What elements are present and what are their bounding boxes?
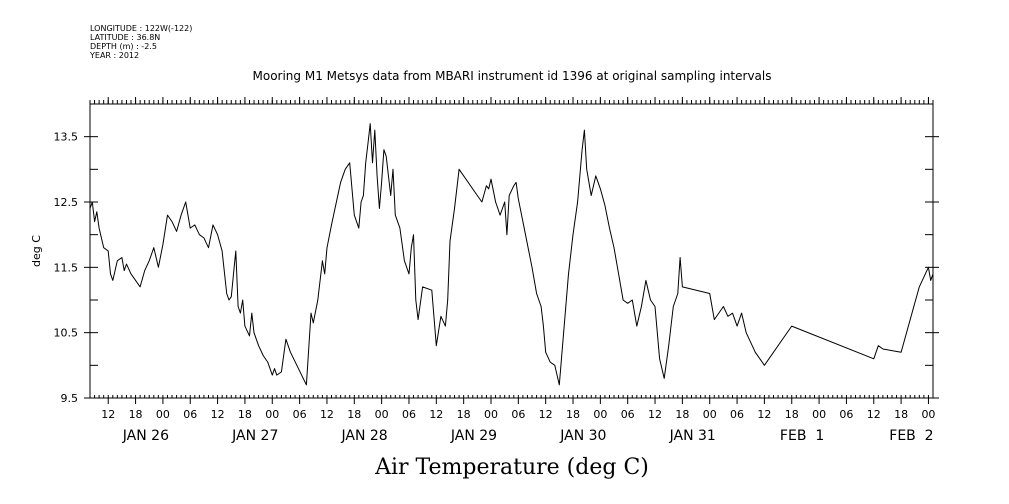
x-tick-label: 12 bbox=[648, 408, 662, 421]
x-day-label: JAN 31 bbox=[669, 428, 716, 444]
x-day-label: FEB 2 bbox=[889, 428, 933, 444]
x-day-label: JAN 28 bbox=[341, 428, 388, 444]
x-tick-label: 12 bbox=[211, 408, 225, 421]
x-tick-label: 18 bbox=[675, 408, 689, 421]
y-tick-label: 9.5 bbox=[61, 392, 79, 405]
x-tick-label: 12 bbox=[429, 408, 443, 421]
x-tick-label: 06 bbox=[511, 408, 525, 421]
x-tick-label: 06 bbox=[730, 408, 744, 421]
x-tick-label: 00 bbox=[375, 408, 389, 421]
y-tick-label: 12.5 bbox=[54, 196, 79, 209]
x-day-label: JAN 29 bbox=[450, 428, 497, 444]
y-tick-label: 11.5 bbox=[54, 261, 79, 274]
x-tick-label: 06 bbox=[621, 408, 635, 421]
x-tick-label: 00 bbox=[593, 408, 607, 421]
x-tick-label: 12 bbox=[539, 408, 553, 421]
x-tick-label: 12 bbox=[101, 408, 115, 421]
x-tick-label: 18 bbox=[785, 408, 799, 421]
series-line bbox=[89, 123, 934, 386]
x-axis-title: Air Temperature (deg C) bbox=[374, 455, 649, 480]
x-tick-label: 12 bbox=[867, 408, 881, 421]
x-tick-label: 18 bbox=[566, 408, 580, 421]
x-tick-label: 18 bbox=[894, 408, 908, 421]
y-tick-label: 10.5 bbox=[54, 327, 79, 340]
x-tick-label: 06 bbox=[402, 408, 416, 421]
x-tick-label: 18 bbox=[347, 408, 361, 421]
header-year: YEAR : 2012 bbox=[89, 51, 139, 60]
x-tick-label: 12 bbox=[320, 408, 334, 421]
y-axis-label: deg C bbox=[30, 235, 43, 267]
x-tick-label: 00 bbox=[156, 408, 170, 421]
header-latitude: LATITUDE : 36.8N bbox=[90, 33, 160, 42]
header-depth: DEPTH (m) : -2.5 bbox=[90, 42, 157, 51]
x-tick-label: 00 bbox=[484, 408, 498, 421]
y-tick-label: 13.5 bbox=[54, 131, 79, 144]
header-longitude: LONGITUDE : 122W(-122) bbox=[90, 24, 192, 33]
x-tick-label: 06 bbox=[293, 408, 307, 421]
series-layer bbox=[89, 123, 934, 386]
x-tick-label: 00 bbox=[812, 408, 826, 421]
x-tick-label: 00 bbox=[703, 408, 717, 421]
x-tick-label: 18 bbox=[457, 408, 471, 421]
y-axis: 9.5 10.5 11.5 12.5 13.5 bbox=[54, 103, 939, 405]
x-tick-label: 18 bbox=[238, 408, 252, 421]
x-day-label: JAN 27 bbox=[231, 428, 278, 444]
chart-title: Mooring M1 Metsys data from MBARI instru… bbox=[253, 69, 772, 83]
x-tick-label: 12 bbox=[757, 408, 771, 421]
x-tick-label: 06 bbox=[183, 408, 197, 421]
x-tick-label: 00 bbox=[921, 408, 935, 421]
x-day-label: JAN 30 bbox=[559, 428, 606, 444]
x-axis: 12 18 00 06 12 18 00 06 12 18 00 06 12 18 00 06 12 18 00 06… bbox=[89, 97, 935, 444]
x-day-label: JAN 26 bbox=[122, 428, 169, 444]
x-tick-label: 06 bbox=[839, 408, 853, 421]
plot-frame bbox=[89, 103, 934, 399]
x-day-label: FEB 1 bbox=[780, 428, 824, 444]
x-tick-label: 00 bbox=[265, 408, 279, 421]
x-tick-label: 18 bbox=[129, 408, 143, 421]
